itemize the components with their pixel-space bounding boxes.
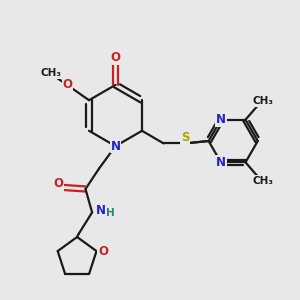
Text: O: O: [53, 177, 64, 190]
Text: CH₃: CH₃: [252, 96, 273, 106]
Text: N: N: [95, 204, 106, 218]
Text: N: N: [216, 113, 226, 126]
Text: N: N: [216, 156, 226, 169]
Text: H: H: [106, 208, 115, 218]
Text: S: S: [181, 131, 190, 144]
Text: CH₃: CH₃: [41, 68, 62, 78]
Text: N: N: [110, 140, 121, 153]
Text: O: O: [62, 78, 72, 91]
Text: CH₃: CH₃: [252, 176, 273, 186]
Text: O: O: [110, 51, 121, 64]
Text: O: O: [98, 244, 108, 258]
